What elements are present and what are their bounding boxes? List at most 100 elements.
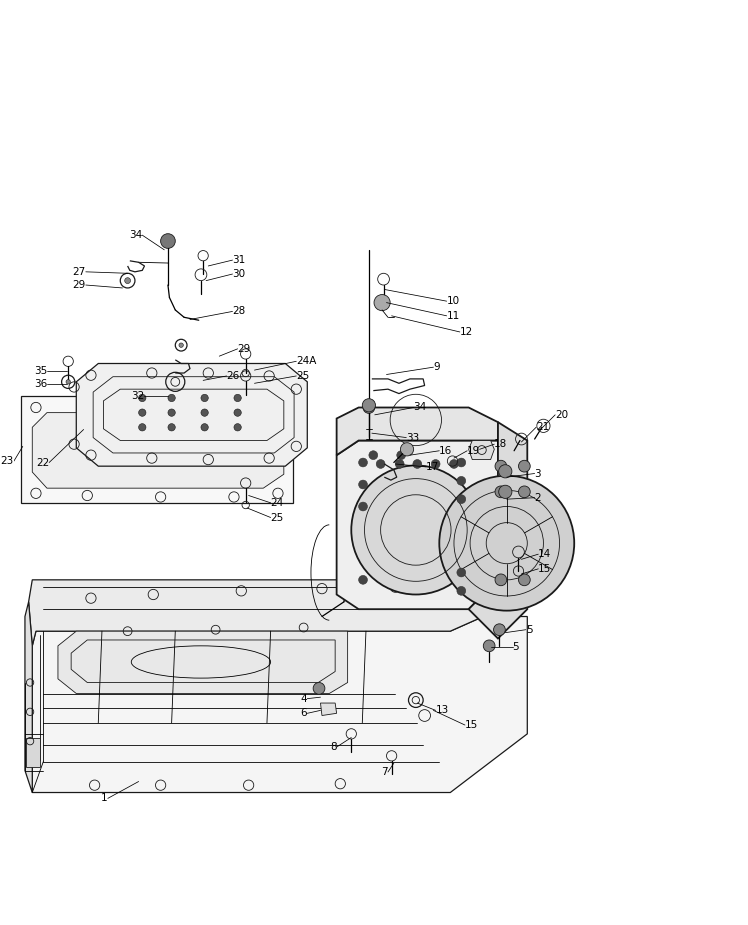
- Text: 17: 17: [426, 462, 439, 472]
- Text: 5: 5: [526, 624, 533, 635]
- Polygon shape: [337, 440, 498, 610]
- Text: 2: 2: [535, 493, 542, 502]
- Text: 10: 10: [447, 296, 460, 306]
- Text: 31: 31: [233, 255, 246, 265]
- Circle shape: [499, 464, 512, 478]
- Circle shape: [432, 460, 440, 468]
- Text: 16: 16: [439, 446, 453, 456]
- Text: 25: 25: [271, 512, 284, 523]
- Text: 26: 26: [227, 371, 240, 381]
- Circle shape: [494, 623, 506, 635]
- Circle shape: [234, 409, 242, 416]
- Text: 24A: 24A: [296, 356, 316, 366]
- Circle shape: [483, 640, 495, 652]
- Text: 27: 27: [73, 266, 86, 277]
- Circle shape: [499, 486, 512, 499]
- Text: 32: 32: [131, 391, 144, 401]
- Text: 14: 14: [539, 549, 551, 560]
- Text: 5: 5: [512, 642, 519, 652]
- Text: 19: 19: [468, 446, 480, 456]
- Circle shape: [369, 450, 378, 460]
- Circle shape: [168, 409, 175, 416]
- Polygon shape: [28, 580, 483, 646]
- Circle shape: [352, 465, 480, 595]
- Polygon shape: [76, 364, 307, 466]
- Text: 34: 34: [129, 230, 142, 240]
- Circle shape: [358, 502, 367, 511]
- Circle shape: [518, 574, 530, 586]
- Text: 30: 30: [233, 269, 245, 279]
- Polygon shape: [32, 616, 527, 793]
- Circle shape: [362, 399, 375, 412]
- Circle shape: [234, 424, 242, 431]
- Text: 33: 33: [406, 433, 420, 442]
- Text: 23: 23: [1, 456, 14, 466]
- Circle shape: [161, 234, 175, 248]
- Text: 35: 35: [34, 365, 47, 376]
- Circle shape: [457, 458, 466, 467]
- Text: 22: 22: [36, 458, 49, 467]
- Polygon shape: [469, 422, 527, 638]
- Circle shape: [125, 278, 131, 284]
- Text: 11: 11: [447, 311, 460, 321]
- Circle shape: [495, 574, 506, 586]
- Circle shape: [374, 294, 390, 311]
- Circle shape: [201, 424, 208, 431]
- Circle shape: [138, 409, 146, 416]
- Text: 20: 20: [555, 410, 568, 420]
- Circle shape: [168, 394, 175, 401]
- Text: 7: 7: [381, 767, 388, 777]
- Circle shape: [457, 495, 466, 503]
- Circle shape: [518, 461, 530, 472]
- Circle shape: [495, 486, 506, 498]
- Circle shape: [450, 460, 459, 468]
- Text: 15: 15: [539, 564, 551, 574]
- Text: 21: 21: [536, 423, 549, 432]
- Text: 18: 18: [494, 439, 508, 450]
- Circle shape: [457, 476, 466, 486]
- Text: 34: 34: [414, 402, 427, 413]
- Circle shape: [457, 586, 466, 596]
- Polygon shape: [25, 737, 40, 767]
- Circle shape: [358, 458, 367, 467]
- Circle shape: [201, 394, 208, 401]
- Circle shape: [495, 461, 506, 472]
- Circle shape: [66, 379, 70, 384]
- Text: 28: 28: [233, 306, 246, 316]
- Circle shape: [396, 450, 405, 460]
- Circle shape: [138, 424, 146, 431]
- Text: 4: 4: [301, 694, 307, 704]
- Text: 6: 6: [301, 709, 307, 719]
- Circle shape: [376, 460, 385, 468]
- Circle shape: [363, 401, 375, 413]
- Text: 13: 13: [435, 706, 449, 715]
- Circle shape: [439, 475, 574, 610]
- Text: 15: 15: [465, 720, 478, 730]
- Text: 29: 29: [73, 280, 86, 290]
- Circle shape: [358, 575, 367, 585]
- Polygon shape: [21, 397, 292, 503]
- Polygon shape: [58, 631, 348, 694]
- Circle shape: [400, 443, 414, 456]
- Text: 36: 36: [34, 379, 47, 389]
- Circle shape: [179, 343, 183, 348]
- Polygon shape: [337, 408, 498, 455]
- Polygon shape: [469, 440, 494, 460]
- Polygon shape: [320, 703, 337, 716]
- Circle shape: [313, 683, 325, 695]
- Polygon shape: [32, 413, 283, 488]
- Circle shape: [395, 460, 404, 468]
- Circle shape: [234, 394, 242, 401]
- Text: 8: 8: [330, 742, 337, 752]
- Text: 24: 24: [271, 498, 284, 508]
- Circle shape: [413, 460, 422, 468]
- Text: 1: 1: [101, 794, 108, 804]
- Polygon shape: [25, 602, 32, 793]
- Text: 3: 3: [535, 468, 542, 478]
- Text: 25: 25: [296, 371, 310, 381]
- Circle shape: [201, 409, 208, 416]
- Text: 29: 29: [238, 344, 251, 354]
- Circle shape: [358, 480, 367, 489]
- Text: 9: 9: [433, 363, 440, 372]
- Text: 12: 12: [460, 327, 473, 337]
